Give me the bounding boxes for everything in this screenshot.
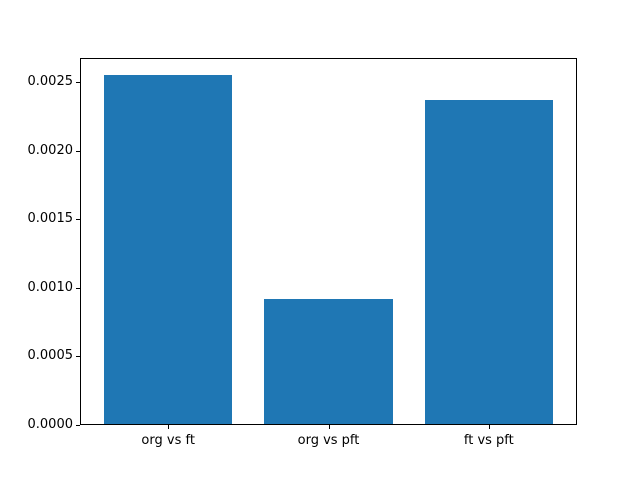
y-tick-mark <box>76 425 80 426</box>
y-tick-mark <box>76 150 80 152</box>
x-tick-mark <box>488 425 490 429</box>
y-tick-mark <box>76 82 80 84</box>
y-tick-mark <box>76 287 80 289</box>
x-tick-mark <box>168 425 170 429</box>
x-tick-label: ft vs pft <box>463 433 514 448</box>
bar-ft-vs-pft <box>424 100 553 425</box>
y-tick-label: 0.0015 <box>27 211 74 227</box>
x-tick-label: org vs pft <box>297 433 360 448</box>
y-tick-label: 0.0020 <box>27 142 74 158</box>
y-tick-label: 0.0025 <box>27 74 74 90</box>
bar-org-vs-ft <box>104 75 233 425</box>
x-tick-mark <box>328 425 330 429</box>
y-tick-label: 0.0005 <box>27 348 74 364</box>
x-tick-label: org vs ft <box>141 433 195 448</box>
bar-org-vs-pft <box>264 298 393 425</box>
y-tick-label: 0.0000 <box>27 417 74 432</box>
y-tick-mark <box>76 219 80 221</box>
y-tick-label: 0.0010 <box>27 279 74 295</box>
y-tick-mark <box>76 356 80 358</box>
